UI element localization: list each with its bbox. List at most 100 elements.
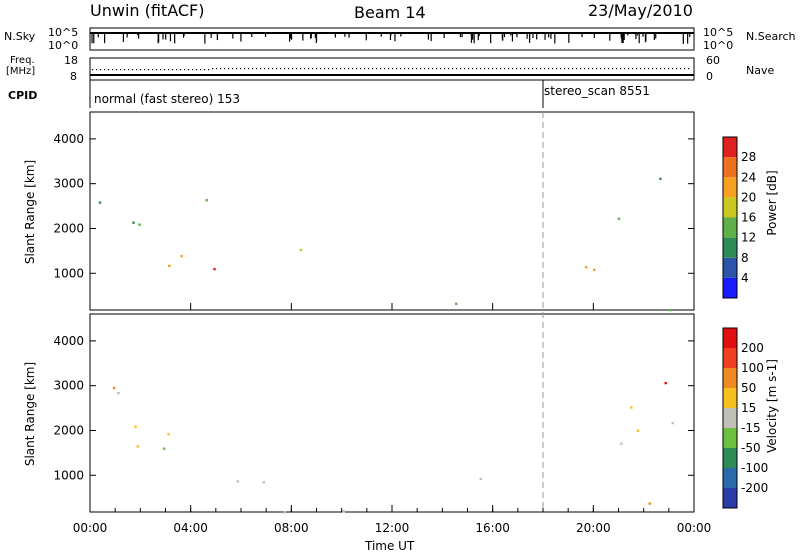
nave-dot <box>552 68 554 70</box>
nave-dot <box>664 68 666 70</box>
nave-dot <box>396 68 398 70</box>
echo-cell <box>659 177 662 181</box>
nave-dot <box>420 68 422 70</box>
nave-dot <box>372 68 374 70</box>
nave-dot <box>144 69 146 71</box>
nave-dot <box>244 68 246 70</box>
cpid-segment-1: normal (fast stereo) 153 <box>94 92 241 106</box>
cbar-tick-label: 4 <box>741 271 749 285</box>
nave-dot <box>304 68 306 70</box>
nave-dot <box>308 68 310 70</box>
nave-dot <box>292 68 294 70</box>
freq-trace <box>90 68 694 76</box>
nave-dot <box>236 68 238 70</box>
nave-dot <box>272 68 274 70</box>
nave-dot <box>340 68 342 70</box>
cbar-swatch <box>723 257 737 278</box>
nave-dot <box>232 68 234 70</box>
echo-cell <box>479 477 482 481</box>
cbar-swatch <box>723 237 737 258</box>
nave-dot <box>352 68 354 70</box>
ytick-label: 2000 <box>53 221 84 235</box>
power-ylabel: Slant Range [km] <box>23 159 37 265</box>
nave-dot <box>388 68 390 70</box>
nave-dot <box>108 69 110 71</box>
nave-dot <box>564 68 566 70</box>
nsky-tick-bottom: 10^0 <box>48 39 79 52</box>
nave-dot <box>332 68 334 70</box>
nave-dot <box>260 68 262 70</box>
nave-dot <box>124 69 126 71</box>
nave-dot <box>680 68 682 70</box>
nave-dot <box>204 69 206 71</box>
echo-cell <box>636 429 640 432</box>
nave-dot <box>596 68 598 70</box>
nave-dot <box>360 68 362 70</box>
ytick-label: 2000 <box>53 423 84 437</box>
cbar-tick-label: 15 <box>741 401 756 415</box>
xtick-label: 12:00 <box>375 521 410 535</box>
nave-dot <box>452 68 454 70</box>
velocity-yticks: 1000 2000 3000 4000 <box>53 334 694 482</box>
nave-dot <box>624 68 626 70</box>
nave-dot <box>384 68 386 70</box>
velocity-ylabel: Slant Range [km] <box>23 361 37 467</box>
nave-dot <box>640 68 642 70</box>
echo-cell <box>669 308 672 312</box>
nave-dot <box>548 68 550 70</box>
nave-dot <box>192 69 194 71</box>
ytick-label: 4000 <box>53 334 84 348</box>
time-xticks: 00:00 04:00 08:00 12:00 16:00 20:00 00:00 <box>73 303 711 535</box>
nave-dot <box>472 68 474 70</box>
nave-dot <box>544 68 546 70</box>
echo-cell <box>162 447 166 450</box>
nave-dot <box>344 68 346 70</box>
nave-dot <box>684 68 686 70</box>
power-colorbar: 4 8 12 16 20 24 28 <box>722 136 756 299</box>
echo-cell <box>620 442 623 445</box>
echo-cell <box>593 268 596 272</box>
cbar-tick-label: 28 <box>741 150 756 164</box>
nave-dot <box>644 68 646 70</box>
cbar-frame <box>722 136 738 299</box>
echo-cell <box>299 248 303 252</box>
cbar-tick-label: -50 <box>741 441 761 455</box>
nave-dot <box>652 68 654 70</box>
nave-dot <box>212 68 214 70</box>
nave-dot <box>408 68 410 70</box>
nave-dot <box>300 68 302 70</box>
power-panel-frame <box>89 111 695 311</box>
nave-dot <box>288 68 290 70</box>
nave-dot <box>528 68 530 70</box>
nave-dot <box>120 69 122 71</box>
cbar-swatch <box>723 277 737 298</box>
nsky-label: N.Sky <box>4 30 36 43</box>
x-axis-title: Time UT <box>365 539 415 553</box>
cbar-frame <box>722 327 738 509</box>
nave-dot <box>132 69 134 71</box>
velocity-colorbar: 200 100 50 15 -15 -50 -100 -200 <box>722 327 768 509</box>
nave-dot <box>604 68 606 70</box>
power-yticks: 1000 2000 3000 4000 <box>53 132 694 280</box>
beam-title: Beam 14 <box>354 3 426 22</box>
nave-dot <box>116 69 118 71</box>
nave-dot <box>500 68 502 70</box>
nave-dot <box>268 68 270 70</box>
echo-cell <box>671 421 674 425</box>
nave-dot <box>196 69 198 71</box>
nave-dot <box>508 68 510 70</box>
nave-dot <box>440 68 442 70</box>
nave-dot <box>560 68 562 70</box>
nave-dot <box>264 68 266 70</box>
cbar-tick-label: 50 <box>741 381 756 395</box>
cbar-swatch <box>723 428 737 448</box>
cbar-tick-label: 20 <box>741 190 756 204</box>
cbar-tick-label: -200 <box>741 481 768 495</box>
nave-tick-bottom: 0 <box>706 70 713 83</box>
cbar-swatch <box>723 368 737 388</box>
velocity-panel-frame <box>89 313 695 513</box>
nave-dot <box>660 68 662 70</box>
nave-dot <box>636 68 638 70</box>
nave-dot <box>628 68 630 70</box>
nave-dot <box>512 68 514 70</box>
